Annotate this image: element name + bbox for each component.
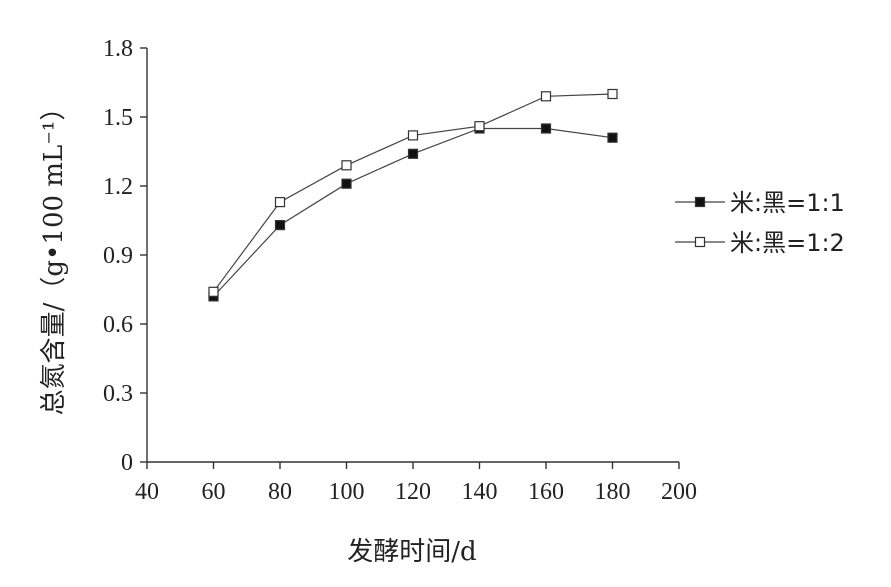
- data-point: [274, 197, 286, 208]
- data-point: [341, 160, 352, 171]
- data-point: [341, 178, 352, 189]
- legend-marker-1: [694, 196, 706, 208]
- y-axis-ticks: 0 0.3 0.6 0.9 1.2 1.5 1.8: [103, 36, 147, 476]
- x-tick-label: 100: [329, 479, 365, 505]
- x-tick-label: 80: [268, 479, 292, 505]
- y-tick-label: 0.9: [103, 243, 133, 269]
- data-point: [274, 220, 286, 231]
- y-tick-label: 0: [121, 450, 133, 476]
- chart-axes: [146, 48, 679, 463]
- x-tick-label: 140: [462, 479, 498, 505]
- data-point: [407, 130, 419, 141]
- x-tick-label: 120: [395, 479, 431, 505]
- x-tick-label: 200: [661, 479, 697, 505]
- legend-marker-2: [694, 236, 706, 248]
- y-tick-label: 0.3: [103, 381, 133, 407]
- legend-label-1: 米:黑=1:1: [730, 189, 845, 217]
- data-point: [607, 132, 618, 143]
- x-tick-label: 40: [135, 479, 159, 505]
- x-tick-label: 180: [595, 479, 631, 505]
- chart-series: [208, 88, 618, 302]
- data-point: [540, 91, 552, 102]
- x-tick-label: 160: [528, 479, 564, 505]
- y-tick-label: 1.8: [103, 36, 133, 62]
- series-line-2: [213, 93, 613, 293]
- legend-label-2: 米:黑=1:2: [730, 229, 845, 257]
- chart-legend: 米:黑=1:1 米:黑=1:2: [675, 189, 845, 257]
- y-tick-label: 0.6: [103, 312, 133, 338]
- y-tick-label: 1.2: [103, 174, 133, 200]
- data-point: [607, 88, 618, 100]
- x-tick-label: 60: [202, 479, 226, 505]
- data-point: [208, 286, 219, 297]
- x-axis-ticks: 40 60 80 100 120 140 160 180 200: [135, 462, 697, 505]
- data-point: [407, 148, 419, 159]
- y-tick-label: 1.5: [103, 105, 133, 131]
- y-axis-label: 总氮含量/（g•100 mL⁻¹）: [39, 95, 69, 416]
- data-point: [540, 123, 552, 134]
- x-axis-label: 发酵时间/d: [347, 537, 476, 567]
- data-point: [474, 121, 485, 132]
